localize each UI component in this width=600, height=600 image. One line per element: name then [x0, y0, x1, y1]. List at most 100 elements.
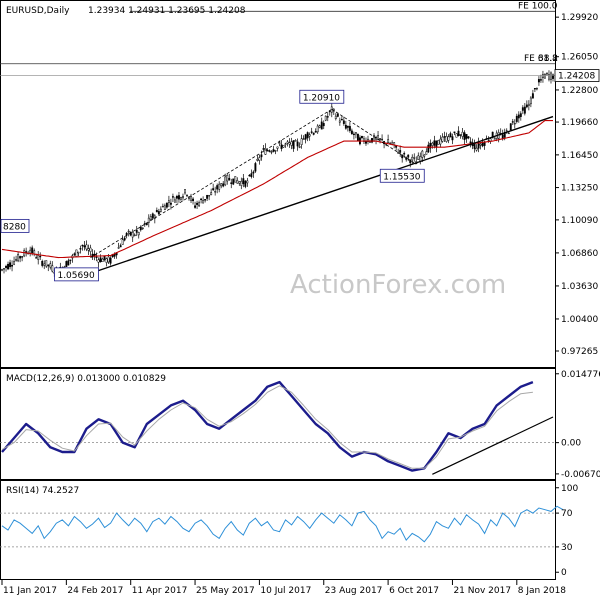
candle-body	[99, 257, 102, 263]
macd-panel-frame	[0, 368, 556, 480]
candle-body	[322, 123, 325, 127]
rsi-line	[1, 505, 564, 543]
candle-body	[109, 257, 112, 264]
candle-body	[294, 140, 297, 142]
candle-body	[290, 141, 293, 146]
candle-body	[29, 249, 32, 254]
annotation-label: 1.20910	[303, 93, 340, 103]
candle-body	[65, 261, 68, 267]
candle-body	[17, 253, 20, 262]
candle-body	[531, 93, 534, 99]
candle-body	[521, 107, 524, 111]
candle-body	[186, 194, 188, 197]
candle-body	[533, 88, 536, 90]
x-tick-label: 23 Aug 2017	[325, 586, 383, 596]
candle-body	[371, 138, 373, 143]
candle-body	[523, 106, 526, 114]
candle-body	[19, 256, 22, 259]
candle-body	[184, 189, 186, 194]
candle-body	[97, 259, 100, 263]
annotation-box	[54, 267, 99, 282]
candle-body	[443, 136, 446, 138]
candle-body	[226, 174, 229, 182]
candle-body	[310, 131, 313, 133]
candle-body	[49, 263, 52, 268]
candle-body	[7, 263, 9, 270]
candle-body	[529, 97, 532, 105]
candle-body	[254, 163, 257, 172]
candle-body	[169, 202, 172, 205]
candle-body	[260, 154, 263, 158]
candle-body	[423, 154, 426, 157]
candle-body	[314, 131, 317, 133]
current-price-label: 1.24208	[558, 72, 595, 82]
candle-body	[409, 159, 412, 164]
candle-body	[509, 123, 512, 131]
candle-body	[401, 154, 404, 159]
candle-body	[41, 261, 44, 266]
candle-body	[161, 205, 164, 208]
y-tick-label: 1.13250	[561, 184, 598, 194]
y-tick-label: 1.19660	[561, 118, 598, 128]
candle-body	[137, 232, 140, 236]
candle-body	[437, 140, 440, 145]
candle-body	[204, 199, 207, 201]
candle-body	[537, 79, 540, 83]
candle-body	[200, 198, 203, 201]
candle-body	[493, 138, 496, 140]
rsi-title: RSI(14) 74.2527	[6, 486, 79, 496]
candle-body	[519, 113, 522, 117]
y-tick-label: 0.014776	[561, 370, 600, 380]
candle-body	[449, 133, 452, 138]
candle-body	[354, 132, 357, 135]
candle-body	[413, 157, 416, 159]
candle-body	[467, 136, 470, 139]
y-tick-label: 0	[561, 568, 567, 578]
candle-body	[328, 110, 331, 113]
candle-body	[546, 72, 548, 75]
candle-body	[240, 180, 243, 186]
candle-body	[459, 134, 462, 136]
candle-body	[397, 151, 400, 154]
y-tick-label: 1.03630	[561, 282, 598, 292]
candle-body	[13, 261, 16, 265]
candle-body	[511, 121, 514, 123]
candle-body	[73, 253, 76, 255]
y-tick-label: 0.97265	[561, 347, 598, 357]
candle-body	[206, 194, 209, 199]
candle-body	[417, 155, 420, 160]
candle-body	[513, 122, 516, 125]
y-tick-label: 1.00400	[561, 315, 598, 325]
candle-body	[43, 263, 46, 266]
candle-body	[95, 256, 98, 259]
candle-body	[338, 120, 341, 123]
candle-body	[316, 125, 319, 133]
candle-body	[220, 183, 223, 187]
candle-body	[178, 195, 180, 200]
y-tick-label: 1.22800	[561, 86, 598, 96]
candle-body	[308, 134, 311, 137]
annotation-label: 1.05690	[57, 271, 94, 281]
candle-body	[280, 144, 283, 149]
candle-body	[284, 143, 287, 145]
candle-body	[131, 232, 134, 238]
candle-body	[139, 226, 142, 231]
candle-body	[286, 141, 289, 144]
candle-body	[105, 258, 108, 263]
candle-body	[312, 132, 315, 135]
candle-body	[216, 185, 219, 190]
candle-body	[445, 136, 448, 142]
candle-body	[465, 134, 468, 139]
candle-body	[121, 239, 124, 245]
candle-body	[159, 208, 162, 212]
candle-body	[296, 141, 299, 147]
price-annotation: 1.20910	[299, 89, 345, 104]
annotation-box	[299, 89, 345, 104]
candle-body	[244, 180, 247, 187]
candle-body	[194, 205, 197, 208]
candle-body	[298, 146, 301, 148]
candle-body	[117, 247, 120, 249]
candle-body	[346, 125, 349, 128]
candle-body	[457, 130, 460, 136]
price-panel-frame	[0, 0, 556, 368]
